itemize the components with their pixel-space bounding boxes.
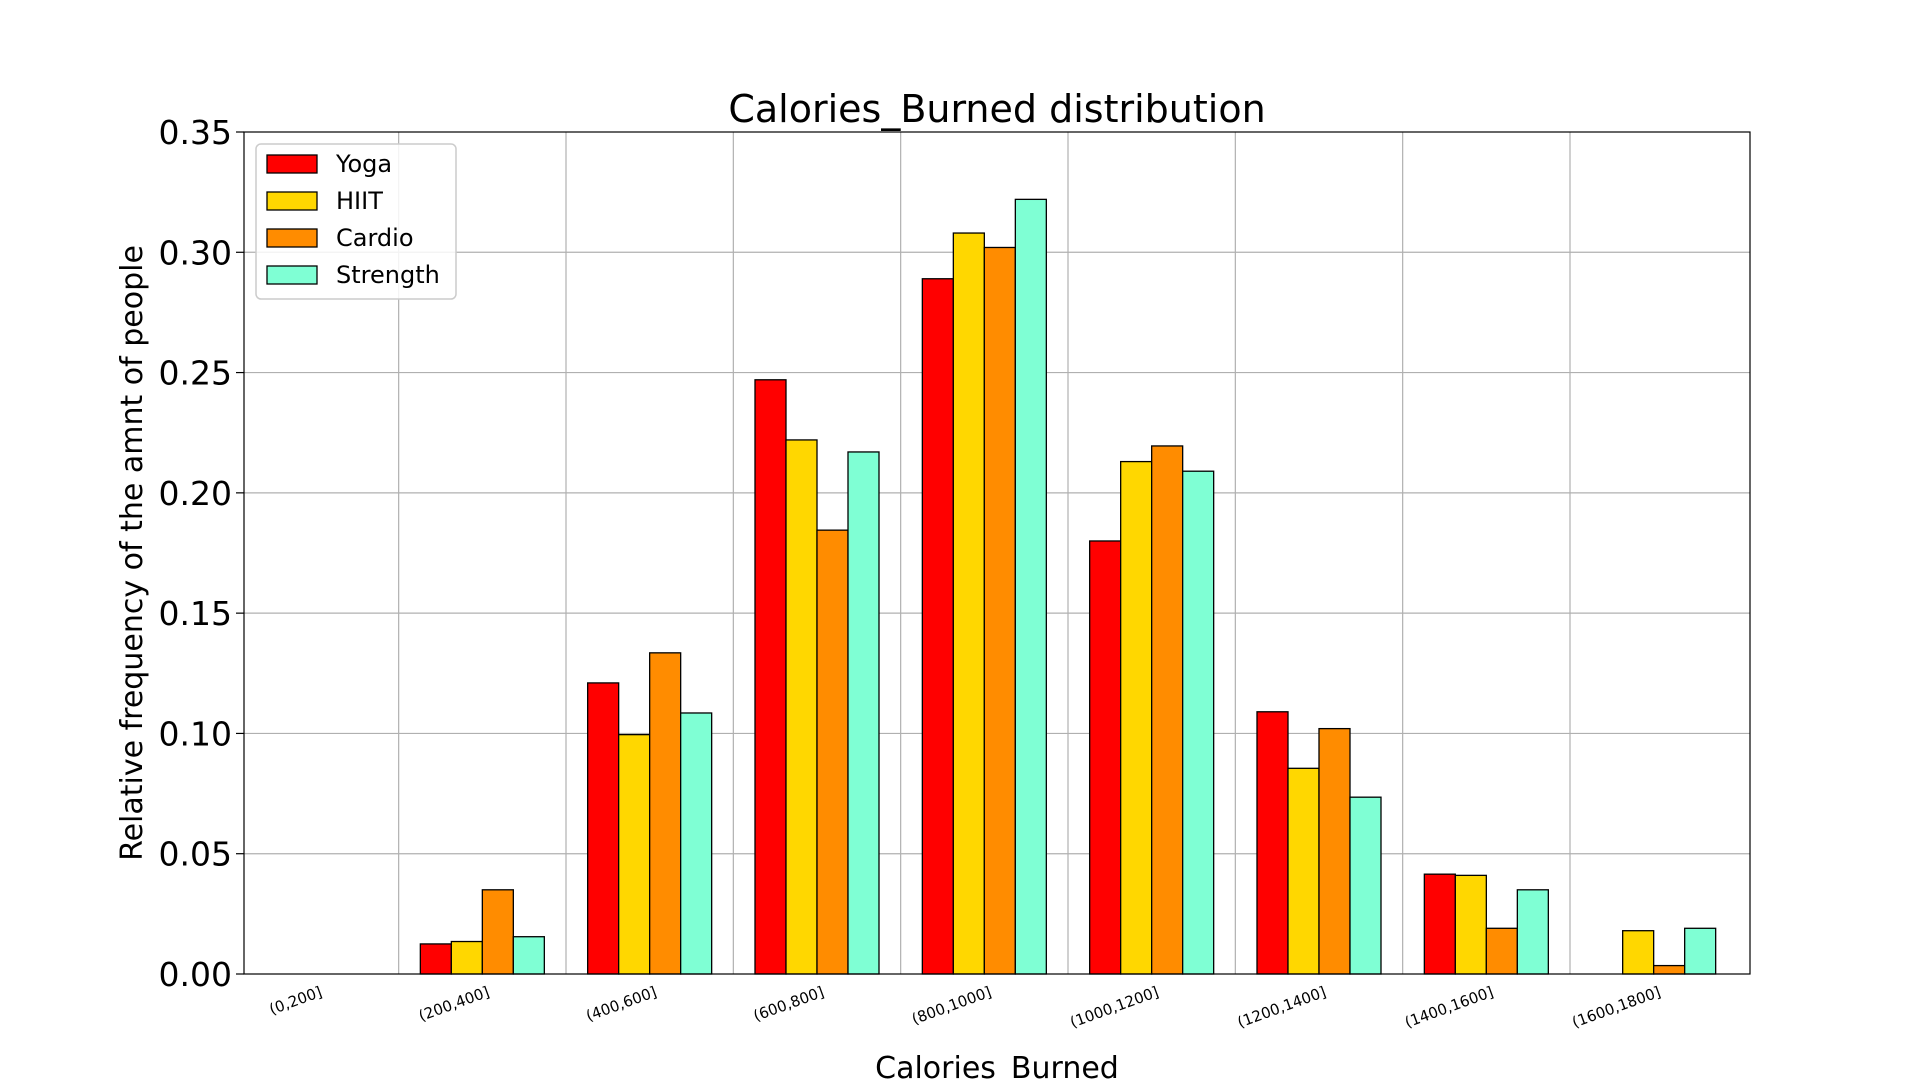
plot-frame bbox=[243, 131, 1751, 975]
y-axis-ticks: 0.00 0.05 0.10 0.15 0.20 0.25 0.30 0.35 bbox=[159, 113, 244, 994]
y-tick-label: 0.20 bbox=[159, 474, 232, 513]
bar-yoga bbox=[754, 379, 787, 975]
x-axis-label: Calories_Burned bbox=[875, 1051, 1119, 1080]
bar-yoga bbox=[587, 682, 620, 975]
legend-label-cardio: Cardio bbox=[336, 224, 414, 252]
bar-cardio bbox=[1485, 927, 1518, 975]
bar-strength bbox=[680, 712, 713, 975]
bar-hiit bbox=[1120, 460, 1153, 975]
bar-strength bbox=[512, 936, 545, 975]
legend-label-yoga: Yoga bbox=[335, 150, 392, 178]
y-tick-label: 0.25 bbox=[159, 354, 232, 393]
legend-frame bbox=[255, 143, 457, 300]
bar-hiit bbox=[1287, 767, 1320, 975]
bar-cardio bbox=[1318, 727, 1351, 975]
bar-cardio bbox=[983, 246, 1016, 975]
bar-yoga bbox=[1423, 873, 1456, 975]
bar-strength bbox=[1349, 796, 1382, 975]
y-tick-label: 0.10 bbox=[159, 714, 232, 753]
x-axis-ticks: (0,200] (200,400] (400,600] (600,800] (800,1… bbox=[267, 983, 1663, 1032]
bar-yoga bbox=[1256, 711, 1289, 975]
bar-cardio bbox=[1653, 964, 1686, 975]
legend-swatch-hiit bbox=[266, 191, 318, 211]
x-tick-label: (0,200] bbox=[267, 983, 325, 1019]
y-tick-label: 0.15 bbox=[159, 594, 232, 633]
bar-hiit bbox=[450, 940, 483, 975]
legend-label-hiit: HIIT bbox=[336, 187, 383, 215]
x-tick-label: (200,400] bbox=[416, 983, 491, 1025]
bar-yoga bbox=[419, 943, 452, 975]
bars bbox=[419, 198, 1717, 975]
bar-strength bbox=[1684, 927, 1717, 975]
bar-hiit bbox=[1622, 930, 1655, 975]
bar-hiit bbox=[952, 232, 985, 975]
y-tick-label: 0.00 bbox=[159, 955, 232, 994]
bar-yoga bbox=[921, 278, 954, 975]
bar-strength bbox=[1014, 198, 1047, 975]
y-tick-label: 0.05 bbox=[159, 835, 232, 874]
chart-title: Calories_Burned distribution bbox=[728, 87, 1265, 131]
y-tick-label: 0.30 bbox=[159, 233, 232, 272]
bar-cardio bbox=[481, 889, 514, 975]
x-tick-label: (400,600] bbox=[584, 983, 659, 1025]
bar-cardio bbox=[1151, 445, 1184, 975]
bar-hiit bbox=[618, 733, 651, 975]
bar-hiit bbox=[785, 439, 818, 975]
bar-yoga bbox=[1089, 540, 1122, 975]
legend-swatch-cardio bbox=[266, 228, 318, 248]
x-tick-label: (1400,1600] bbox=[1402, 983, 1495, 1032]
x-tick-label: (1200,1400] bbox=[1235, 983, 1328, 1032]
x-tick-label: (1600,1800] bbox=[1570, 983, 1663, 1032]
legend-items: Yoga HIIT Cardio Strength bbox=[266, 150, 440, 289]
x-tick-label: (600,800] bbox=[751, 983, 826, 1025]
bar-strength bbox=[1516, 889, 1549, 975]
y-axis-label: Relative frequency of the amnt of people bbox=[115, 245, 150, 861]
bar-strength bbox=[847, 451, 880, 975]
legend-label-strength: Strength bbox=[336, 261, 440, 289]
bar-cardio bbox=[649, 652, 682, 975]
x-tick-label: (800,1000] bbox=[909, 983, 993, 1028]
bar-hiit bbox=[1454, 874, 1487, 975]
x-tick-label: (1000,1200] bbox=[1068, 983, 1161, 1032]
legend-swatch-yoga bbox=[266, 154, 318, 174]
legend-swatch-strength bbox=[266, 265, 318, 285]
legend: Yoga HIIT Cardio Strength bbox=[255, 143, 457, 300]
bar-strength bbox=[1182, 470, 1215, 975]
y-tick-label: 0.35 bbox=[159, 113, 232, 152]
bar-cardio bbox=[816, 529, 849, 975]
